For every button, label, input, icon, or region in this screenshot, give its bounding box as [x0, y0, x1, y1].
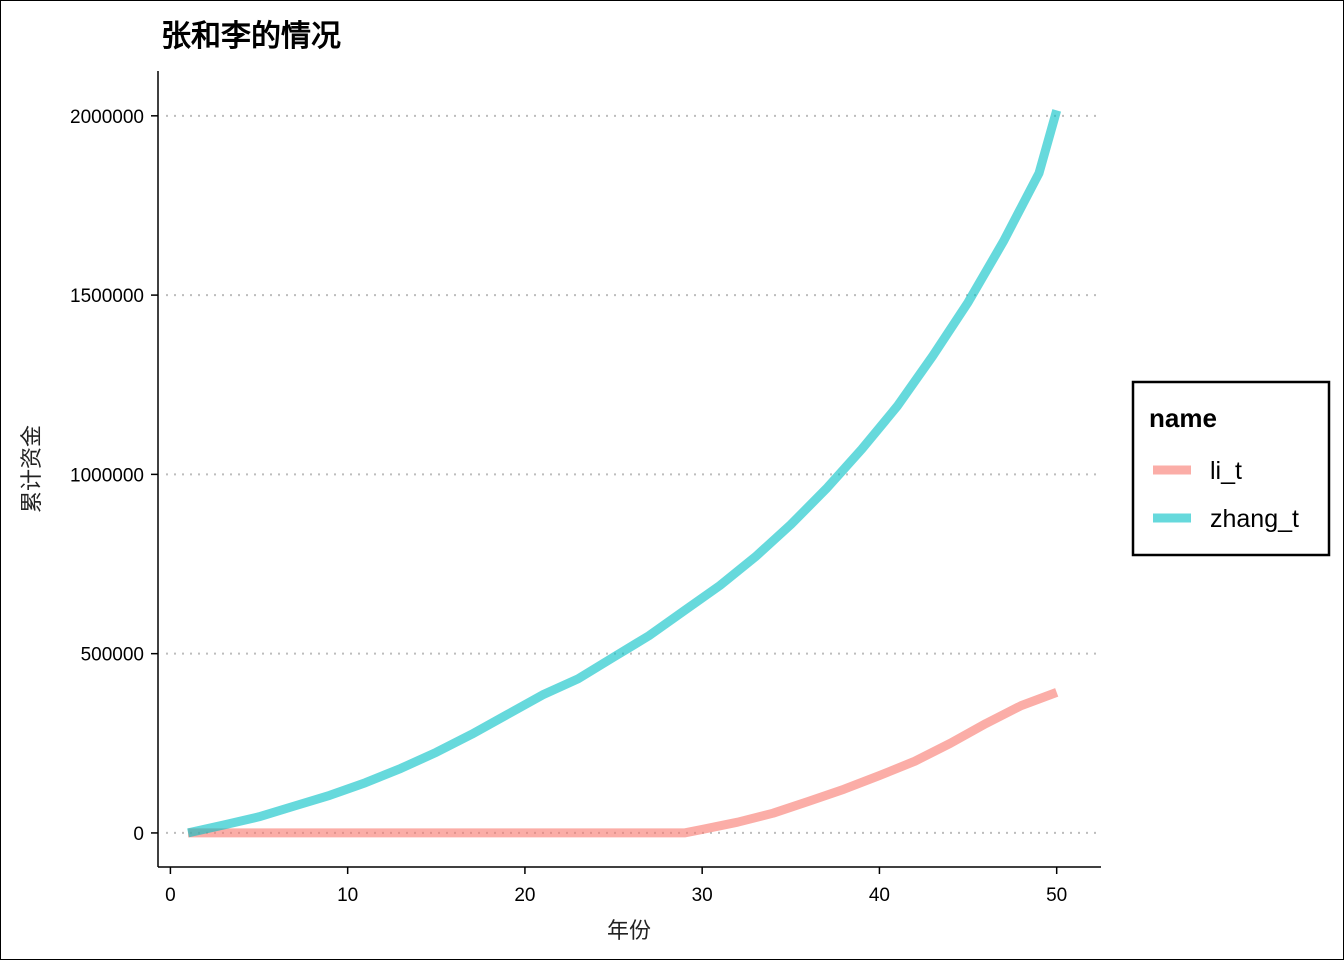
legend-label-li-t: li_t [1210, 457, 1242, 485]
x-tick-label: 50 [1046, 885, 1067, 906]
legend-label-zhang-t: zhang_t [1210, 505, 1299, 533]
x-axis-title: 年份 [607, 919, 651, 944]
legend-items: li_t zhang_t [1153, 457, 1299, 533]
x-tick-label: 0 [165, 885, 176, 906]
chart-title: 张和李的情况 [161, 19, 341, 54]
x-tick-label: 40 [869, 885, 890, 906]
series-line-li-t [188, 688, 1059, 838]
y-axis-ticks: 0 500000 1000000 1500000 2000000 [70, 107, 158, 845]
series-lines [187, 109, 1062, 838]
x-tick-label: 30 [692, 885, 713, 906]
y-axis-title: 累计资金 [20, 425, 45, 513]
x-tick-label: 20 [514, 885, 535, 906]
series-line-zhang-t [187, 109, 1062, 838]
gridlines [166, 114, 1101, 834]
legend: name li_t zhang_t [1131, 380, 1331, 557]
y-tick-label: 1000000 [70, 465, 144, 486]
x-axis-ticks: 0 10 20 30 40 50 [165, 867, 1067, 906]
y-tick-label: 500000 [81, 645, 144, 666]
y-tick-label: 0 [133, 824, 144, 845]
legend-title: name [1149, 403, 1217, 433]
x-tick-label: 10 [337, 885, 358, 906]
y-tick-label: 1500000 [70, 286, 144, 307]
y-tick-label: 2000000 [70, 107, 144, 128]
